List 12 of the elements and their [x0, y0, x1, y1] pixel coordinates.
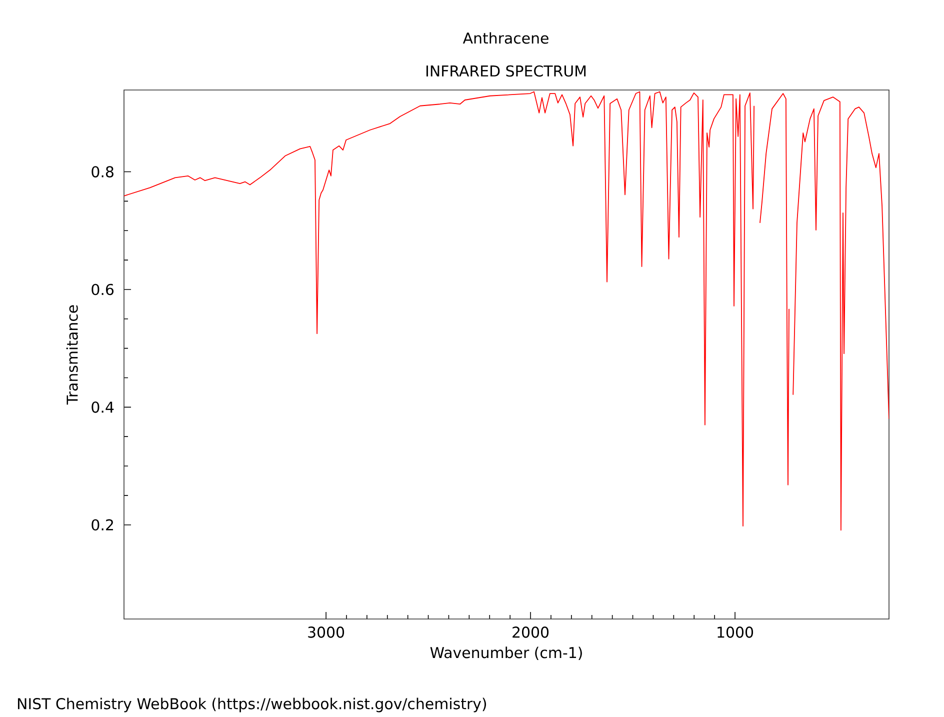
x-tick-label: 1000: [718, 626, 754, 638]
x-tick-label: 3000: [308, 626, 344, 638]
chart-subtitle: INFRARED SPECTRUM: [426, 65, 586, 77]
y-tick-label: 0.2: [92, 519, 113, 531]
x-axis-title: Wavenumber (cm-1): [430, 646, 582, 660]
y-axis-title: Transmitance: [66, 305, 78, 405]
y-tick-label: 0.8: [92, 166, 114, 178]
text: NIST Chemistry WebBook (https://webbook.nist.gov/chemistry): [18, 698, 486, 712]
x-tick-label: 2000: [512, 626, 549, 638]
chart-title: Anthracene: [462, 32, 548, 44]
y-tick-label: 0.6: [92, 284, 114, 296]
y-tick-label: 0.4: [92, 402, 114, 413]
